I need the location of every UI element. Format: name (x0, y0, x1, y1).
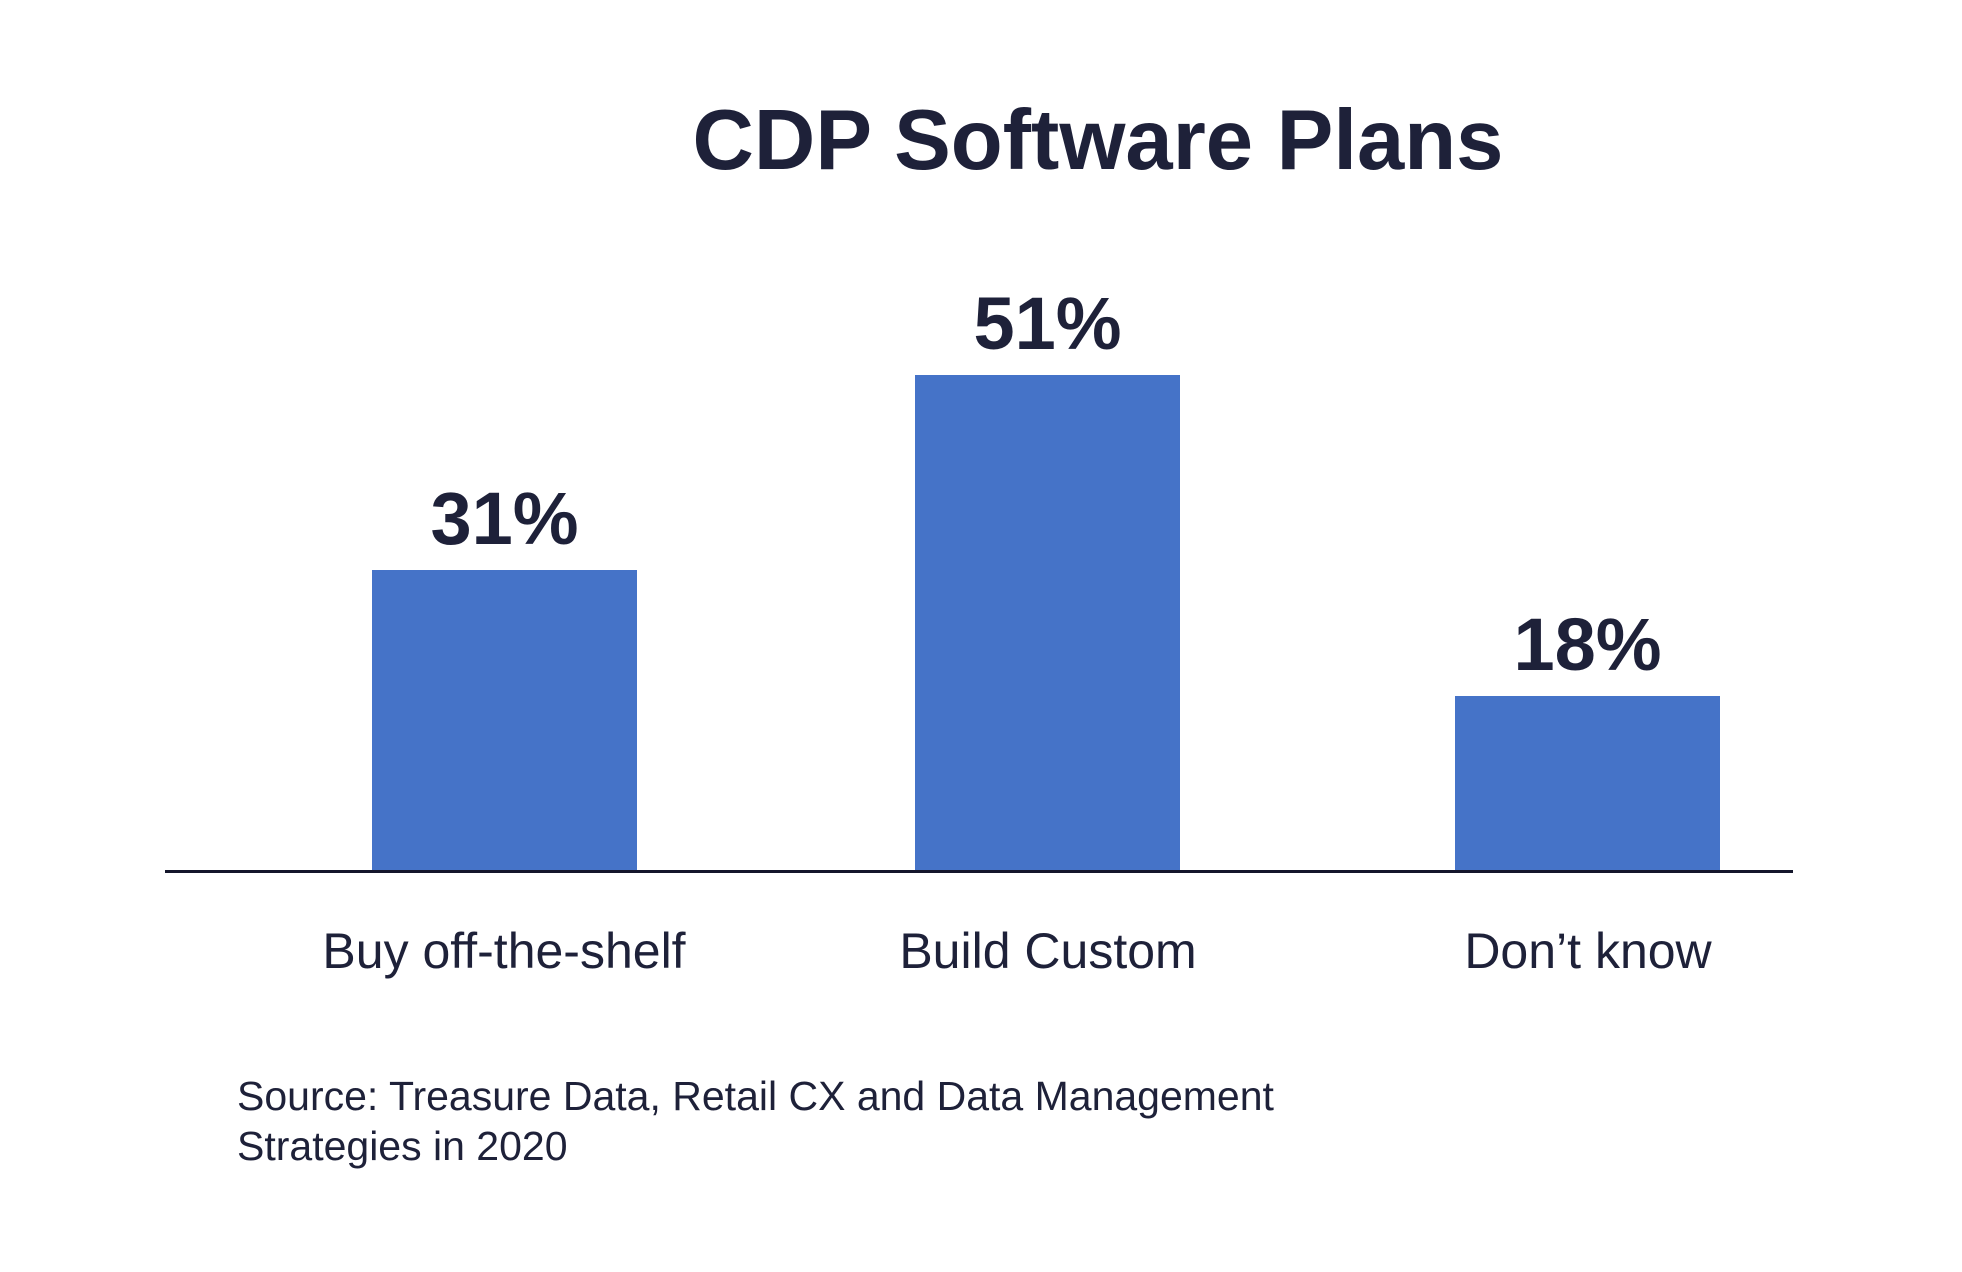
source-line-2: Strategies in 2020 (237, 1123, 568, 1169)
category-label-build-custom: Build Custom (899, 923, 1197, 979)
bar-build-custom (915, 375, 1180, 872)
chart-title: CDP Software Plans (692, 93, 1504, 188)
value-label-build-custom: 51% (973, 282, 1122, 365)
value-label-dont-know: 18% (1513, 603, 1662, 686)
bar-group-build-custom: 51% (915, 287, 1180, 872)
bar-group-buy-off-the-shelf: 31% (372, 482, 637, 872)
value-label-buy-off-the-shelf: 31% (430, 477, 579, 560)
bar-dont-know (1455, 696, 1720, 872)
category-label-dont-know: Don’t know (1464, 923, 1712, 979)
source-note: Source: Treasure Data, Retail CX and Dat… (237, 1071, 1274, 1171)
bar-group-dont-know: 18% (1455, 608, 1720, 872)
bar-buy-off-the-shelf (372, 570, 637, 872)
category-label-buy-off-the-shelf: Buy off-the-shelf (322, 923, 686, 979)
x-axis-line (165, 870, 1793, 873)
source-line-1: Source: Treasure Data, Retail CX and Dat… (237, 1073, 1274, 1119)
